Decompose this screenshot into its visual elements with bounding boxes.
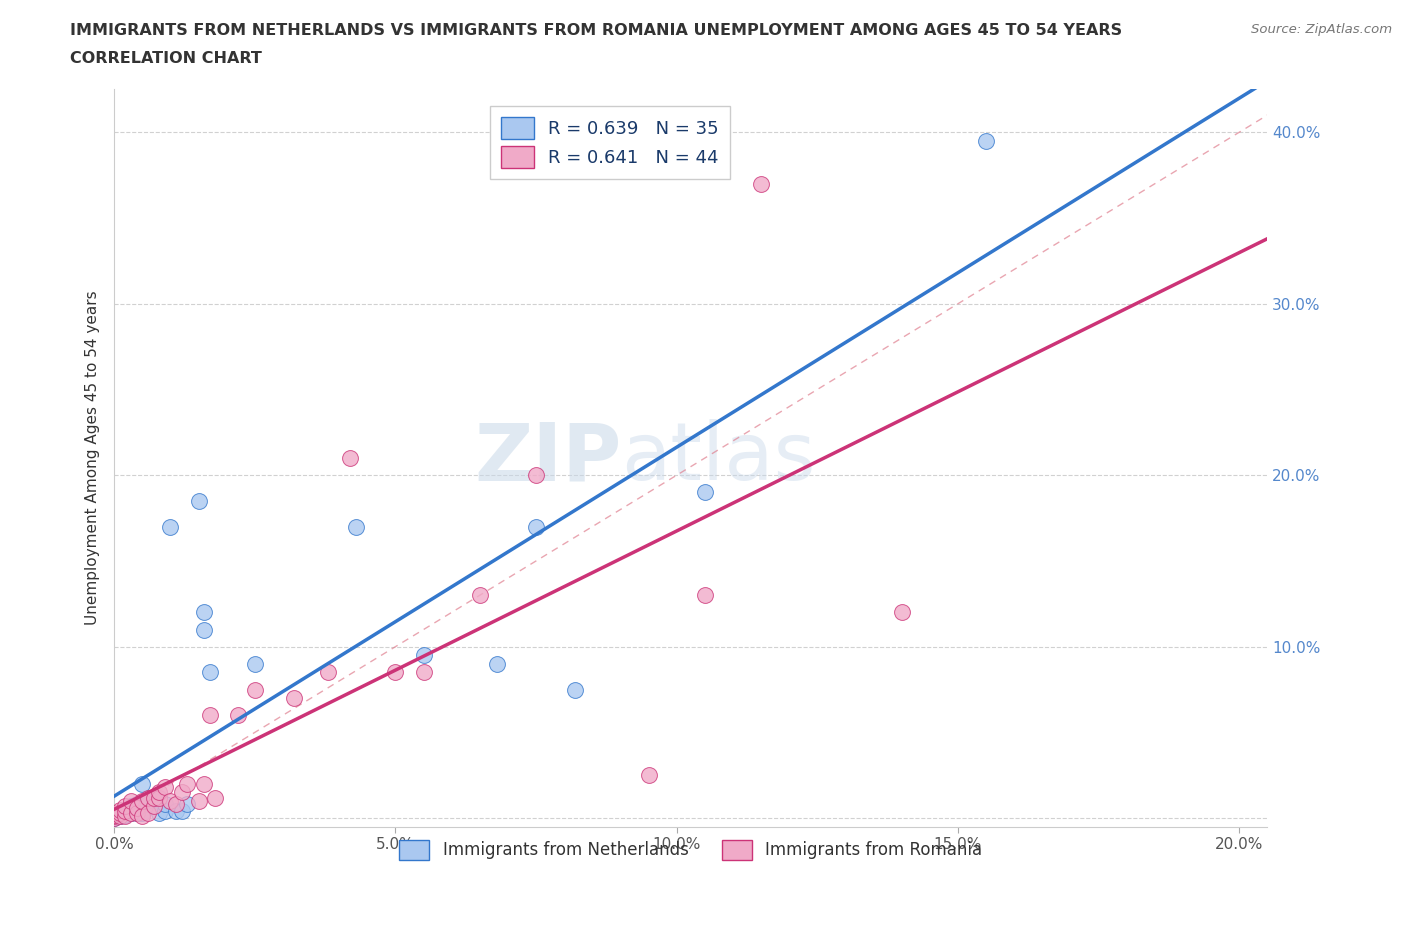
Point (170, 804, 193, 818)
Point (637, 768, 659, 783)
Point (693, 485, 716, 499)
Point (243, 657, 266, 671)
Point (136, 790, 159, 805)
Point (120, 801, 142, 816)
Point (187, 793, 209, 808)
Point (198, 665, 221, 680)
Text: atlas: atlas (621, 419, 815, 497)
Point (142, 793, 165, 808)
Point (165, 804, 187, 818)
Text: Source: ZipAtlas.com: Source: ZipAtlas.com (1251, 23, 1392, 36)
Point (170, 785, 193, 800)
Point (165, 797, 187, 812)
Point (114, 809, 136, 824)
Text: IMMIGRANTS FROM NETHERLANDS VS IMMIGRANTS FROM ROMANIA UNEMPLOYMENT AMONG AGES 4: IMMIGRANTS FROM NETHERLANDS VS IMMIGRANT… (70, 23, 1122, 38)
Point (316, 665, 339, 680)
Point (103, 809, 125, 824)
Point (153, 804, 176, 818)
Point (693, 588, 716, 603)
Point (204, 790, 226, 805)
Point (125, 805, 148, 820)
Point (159, 793, 181, 808)
Point (103, 805, 125, 820)
Point (153, 780, 176, 795)
Point (193, 777, 215, 791)
Point (159, 519, 181, 534)
Point (131, 805, 153, 820)
Point (103, 809, 125, 824)
Point (125, 805, 148, 820)
Point (564, 682, 586, 697)
Point (125, 801, 148, 816)
Point (131, 809, 153, 824)
Point (108, 805, 131, 820)
Point (131, 777, 153, 791)
Point (890, 604, 912, 619)
Point (339, 451, 361, 466)
Point (524, 468, 547, 483)
Point (108, 807, 131, 822)
Point (283, 691, 305, 706)
Point (131, 793, 153, 808)
Point (974, 133, 997, 148)
Point (148, 805, 170, 820)
Point (103, 811, 125, 826)
Point (120, 793, 142, 808)
Point (108, 809, 131, 824)
Point (120, 799, 142, 814)
Point (384, 665, 406, 680)
Point (193, 622, 215, 637)
Point (136, 797, 159, 812)
Point (524, 519, 547, 534)
Point (114, 807, 136, 822)
Point (103, 811, 125, 826)
Point (125, 797, 148, 812)
Point (108, 805, 131, 820)
Y-axis label: Unemployment Among Ages 45 to 54 years: Unemployment Among Ages 45 to 54 years (86, 291, 100, 625)
Point (749, 177, 772, 192)
Point (243, 682, 266, 697)
Point (468, 588, 491, 603)
Point (114, 804, 136, 818)
Point (108, 809, 131, 824)
Point (412, 648, 434, 663)
Point (187, 494, 209, 509)
Point (193, 604, 215, 619)
Point (142, 790, 165, 805)
Point (176, 777, 198, 791)
Text: ZIP: ZIP (474, 419, 621, 497)
Point (142, 799, 165, 814)
Point (153, 797, 176, 812)
Point (176, 797, 198, 812)
Point (103, 807, 125, 822)
Text: CORRELATION CHART: CORRELATION CHART (70, 51, 262, 66)
Point (344, 519, 367, 534)
Point (136, 805, 159, 820)
Point (485, 657, 508, 671)
Point (114, 799, 136, 814)
Point (108, 802, 131, 817)
Point (412, 665, 434, 680)
Point (148, 790, 170, 805)
Point (226, 708, 249, 723)
Legend: Immigrants from Netherlands, Immigrants from Romania: Immigrants from Netherlands, Immigrants … (389, 830, 993, 870)
Point (120, 805, 142, 820)
Point (148, 785, 170, 800)
Point (114, 802, 136, 817)
Point (198, 708, 221, 723)
Point (120, 805, 142, 820)
